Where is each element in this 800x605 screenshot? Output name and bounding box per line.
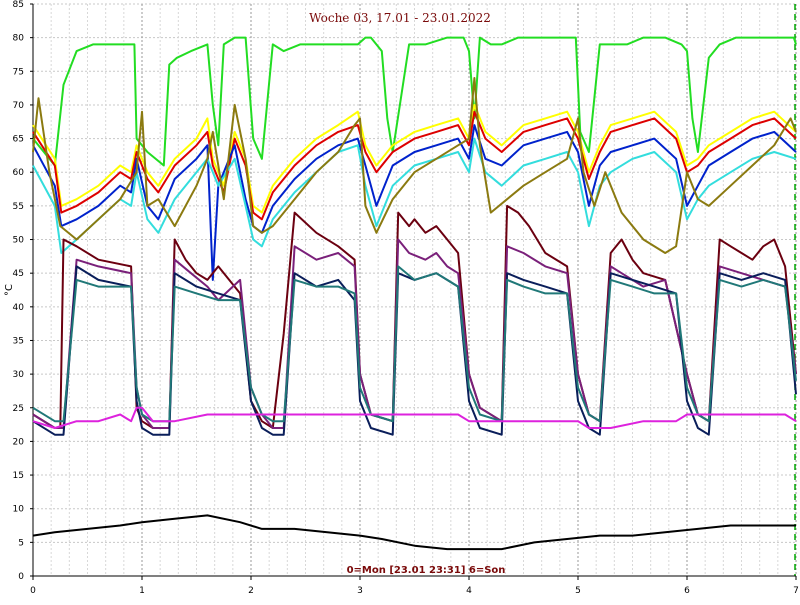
y-tick-label: 30 [13, 370, 25, 380]
y-tick-label: 55 [13, 202, 24, 212]
y-tick-label: 80 [13, 34, 25, 44]
series-line-1 [32, 103, 797, 214]
series-line-4 [32, 137, 797, 254]
series-layer [32, 36, 797, 551]
y-tick-label: 50 [13, 236, 25, 246]
y-tick-label: 35 [13, 336, 24, 346]
chart-title: Woche 03, 17.01 - 23.01.2022 [309, 11, 491, 25]
x-tick-label: 1 [139, 586, 145, 596]
y-tick-label: 70 [13, 101, 25, 111]
y-tick-label: 85 [13, 0, 24, 10]
x-tick-label: 2 [248, 586, 254, 596]
x-tick-label: 6 [684, 586, 690, 596]
y-tick-label: 75 [13, 67, 24, 77]
x-tick-label: 3 [357, 586, 363, 596]
axis-layer [32, 4, 796, 577]
chart-footer: 0=Mon [23.01 23:31] 6=Son [347, 565, 506, 576]
series-line-2 [32, 110, 797, 221]
y-tick-label: 20 [13, 437, 25, 447]
y-tick-label: 15 [13, 471, 24, 481]
y-axis-label: °C [4, 284, 15, 296]
series-line-10 [32, 406, 797, 429]
series-line-0 [32, 36, 797, 167]
y-tick-label: 40 [13, 303, 25, 313]
series-line-7 [32, 238, 797, 429]
y-tick-label: 5 [18, 538, 24, 548]
x-tick-label: 5 [575, 586, 581, 596]
series-line-11 [32, 514, 796, 551]
y-tick-label: 10 [13, 505, 25, 515]
x-tick-label: 7 [793, 586, 799, 596]
x-tick-label: 4 [466, 586, 472, 596]
y-tick-label: 0 [18, 572, 24, 582]
y-tick-label: 65 [13, 135, 24, 145]
y-tick-label: 45 [13, 269, 24, 279]
series-line-5 [32, 77, 797, 254]
y-tick-label: 25 [13, 404, 24, 414]
x-tick-label: 0 [30, 586, 36, 596]
y-tick-label: 60 [13, 168, 25, 178]
series-line-3 [32, 124, 797, 281]
